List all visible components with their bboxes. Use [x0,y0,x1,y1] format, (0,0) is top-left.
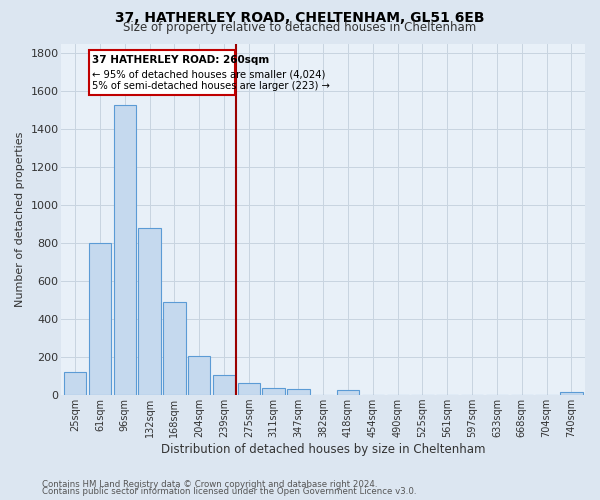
Bar [89,244,111,395]
Bar [163,302,185,395]
Text: 37, HATHERLEY ROAD, CHELTENHAM, GL51 6EB: 37, HATHERLEY ROAD, CHELTENHAM, GL51 6EB [115,11,485,25]
FancyBboxPatch shape [89,50,235,96]
Bar [213,375,235,395]
Bar [139,228,161,395]
Bar [287,390,310,395]
Text: Contains HM Land Registry data © Crown copyright and database right 2024.: Contains HM Land Registry data © Crown c… [42,480,377,489]
Bar [113,104,136,395]
Text: Size of property relative to detached houses in Cheltenham: Size of property relative to detached ho… [124,21,476,34]
Bar [64,372,86,395]
Text: Contains public sector information licensed under the Open Government Licence v3: Contains public sector information licen… [42,488,416,496]
Bar [337,390,359,395]
X-axis label: Distribution of detached houses by size in Cheltenham: Distribution of detached houses by size … [161,443,485,456]
Bar [262,388,285,395]
Bar [188,356,211,395]
Text: 5% of semi-detached houses are larger (223) →: 5% of semi-detached houses are larger (2… [92,81,331,91]
Text: ← 95% of detached houses are smaller (4,024): ← 95% of detached houses are smaller (4,… [92,70,326,80]
Bar [238,383,260,395]
Bar [560,392,583,395]
Text: 37 HATHERLEY ROAD: 260sqm: 37 HATHERLEY ROAD: 260sqm [92,55,270,65]
Y-axis label: Number of detached properties: Number of detached properties [15,132,25,308]
